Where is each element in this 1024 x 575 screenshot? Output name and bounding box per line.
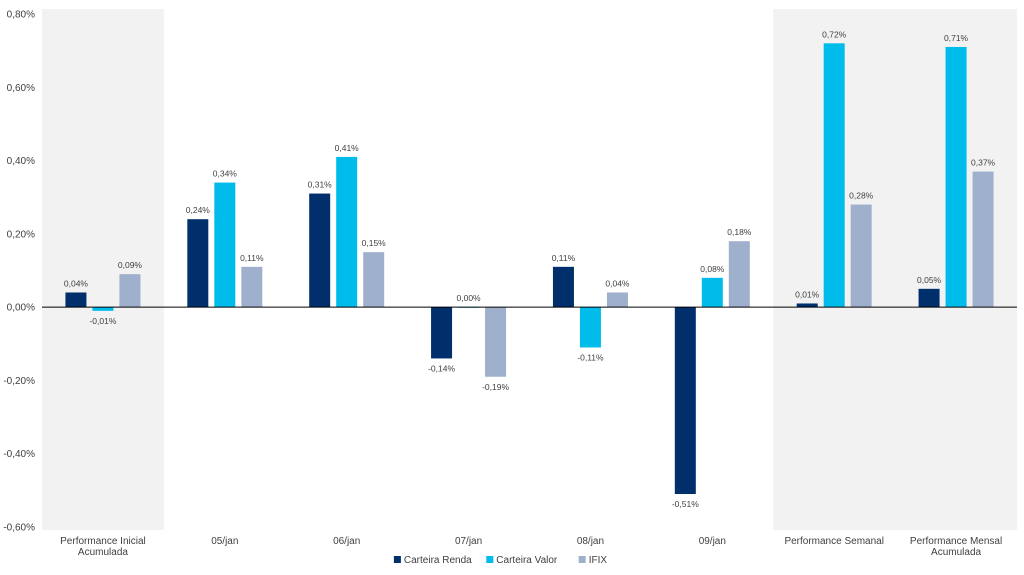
data-label-ifix: 0,04% (605, 278, 630, 288)
bar-ifix (728, 241, 750, 308)
bar-carteira-valor (336, 156, 358, 308)
data-label-ifix: 0,11% (240, 253, 264, 263)
category-label: Performance Mensal (910, 536, 1002, 547)
category-label: Performance Inicial (60, 536, 146, 547)
legend-swatch-carteira-renda (393, 556, 401, 563)
category-label: 09/jan (699, 536, 726, 547)
highlight-band-0 (42, 9, 164, 530)
data-label-carteira-renda: -0,14% (428, 363, 455, 373)
bar-carteira-renda (187, 219, 209, 308)
category-label: 08/jan (577, 536, 604, 547)
bar-ifix (363, 252, 385, 308)
data-labels: 0,04% 0,24% 0,31% -0,14% 0,11% -0,51% 0,01% 0,0… (64, 29, 996, 509)
data-label-carteira-renda: 0,11% (552, 253, 576, 263)
data-label-carteira-valor: 0,00% (457, 293, 482, 303)
legend-swatch-ifix (578, 556, 586, 563)
legend-label-carteira-renda: Carteira Renda (404, 555, 472, 566)
data-label-ifix: -0,19% (482, 382, 509, 392)
data-label-carteira-renda: 0,31% (308, 180, 333, 190)
data-label-carteira-renda: -0,51% (672, 499, 699, 509)
data-label-ifix: 0,18% (727, 227, 752, 237)
bar-carteira-valor (579, 307, 601, 348)
bar-carteira-renda (552, 266, 574, 308)
bar-carteira-valor (214, 182, 236, 308)
category-label: 06/jan (333, 536, 360, 547)
legend-swatch-carteira-valor (486, 556, 494, 563)
y-axis-ticks: -0,60% -0,40% -0,20% 0,00% 0,20% 0,40% 0,60% 0,… (3, 10, 35, 534)
data-label-carteira-valor: 0,41% (335, 143, 360, 153)
y-tick-label: 0,60% (7, 83, 35, 94)
bar-carteira-renda (796, 303, 818, 308)
legend: Carteira Renda Carteira Valor IFIX (393, 555, 608, 566)
bars (65, 43, 994, 495)
y-tick-label: 0,00% (7, 303, 35, 314)
y-tick-label: 0,40% (7, 156, 35, 167)
bar-carteira-renda (674, 307, 696, 495)
category-label: Performance Semanal (784, 536, 884, 547)
legend-label-carteira-valor: Carteira Valor (496, 555, 558, 566)
data-label-carteira-renda: 0,01% (795, 289, 820, 299)
bar-ifix (485, 307, 507, 377)
y-tick-label: -0,40% (3, 449, 35, 460)
data-label-ifix: 0,15% (362, 238, 387, 248)
data-label-ifix: 0,09% (118, 260, 143, 270)
y-tick-label: -0,20% (3, 376, 35, 387)
data-label-ifix: 0,37% (971, 158, 996, 168)
bar-carteira-renda (431, 307, 453, 359)
bar-carteira-valor (945, 46, 967, 308)
data-label-carteira-renda: 0,05% (917, 275, 942, 285)
data-label-carteira-valor: -0,11% (577, 352, 604, 362)
category-label: 05/jan (211, 536, 238, 547)
bar-carteira-renda (918, 288, 940, 308)
bar-ifix (119, 274, 141, 308)
bar-carteira-valor (92, 307, 114, 311)
data-label-carteira-valor: 0,08% (700, 264, 725, 274)
data-label-ifix: 0,28% (849, 191, 874, 201)
category-label: 07/jan (455, 536, 482, 547)
y-tick-label: 0,20% (7, 229, 35, 240)
bar-carteira-renda (65, 292, 87, 308)
data-label-carteira-renda: 0,04% (64, 278, 89, 288)
bar-ifix (606, 292, 628, 308)
bar-ifix (241, 266, 263, 308)
data-label-carteira-valor: 0,34% (213, 169, 238, 179)
category-label: Acumulada (78, 547, 128, 558)
y-tick-label: -0,60% (3, 523, 35, 534)
data-label-carteira-valor: 0,72% (822, 29, 847, 39)
bar-ifix (972, 171, 994, 308)
bar-carteira-renda (309, 193, 331, 308)
legend-label-ifix: IFIX (589, 555, 608, 566)
data-label-carteira-valor: 0,71% (944, 33, 969, 43)
bar-carteira-valor (823, 43, 845, 308)
data-label-carteira-renda: 0,24% (186, 205, 211, 215)
data-label-carteira-valor: -0,01% (89, 316, 116, 326)
category-label: Acumulada (931, 547, 981, 558)
bar-carteira-valor (701, 277, 723, 308)
y-tick-label: 0,80% (7, 10, 35, 21)
bar-ifix (850, 204, 872, 308)
